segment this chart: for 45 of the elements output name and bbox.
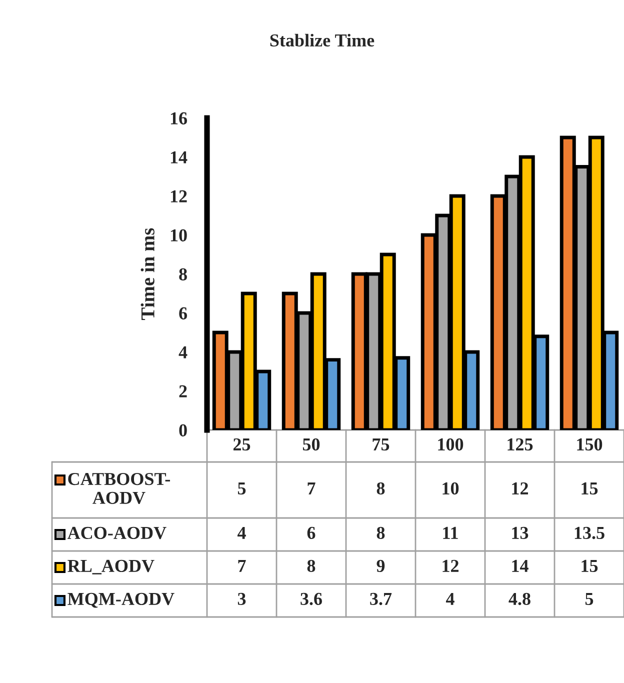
y-tick-label: 8 [179,268,187,280]
x-tick-label: 50 [302,438,320,451]
data-label: 14 [512,560,528,572]
data-label: 6 [307,526,316,540]
data-label: 11 [443,526,458,539]
y-tick-label: 6 [179,307,188,320]
y-tick-label: 12 [170,190,187,202]
data-label: 15 [582,482,598,495]
data-label: 12 [442,560,458,572]
data-label: 10 [442,482,459,495]
y-axis-title: Time in ms [140,228,154,320]
data-label: 3.6 [300,592,322,606]
x-tick-label: 125 [508,438,533,451]
legend-label: MQM-AODV [68,592,174,608]
data-label: 8 [307,560,316,572]
data-label: 8 [376,482,385,495]
y-tick-label: 0 [179,424,187,436]
data-label: 7 [308,482,316,494]
x-tick-label: 100 [438,438,464,451]
legend-label: CATBOOST-AODV [68,472,170,504]
data-label: 12 [512,482,528,494]
data-label: 5 [585,593,594,606]
data-label: 3.7 [370,592,392,606]
legend-label: RL_AODV [68,560,154,574]
x-tick-label: 25 [233,438,250,451]
x-tick-label: 75 [372,438,390,451]
data-label: 13 [512,526,528,540]
y-tick-label: 16 [170,112,188,124]
y-tick-label: 2 [179,385,187,398]
data-label: 15 [582,560,598,572]
data-label: 9 [376,560,385,572]
data-label: 4 [237,526,246,539]
data-label: 4.8 [508,592,530,606]
y-tick-label: 14 [170,151,188,164]
legend-label: ACO-AODV [67,526,166,540]
x-tick-label: 150 [577,438,602,451]
data-label: 13.5 [574,526,604,540]
y-tick-label: 10 [170,229,187,242]
y-tick-label: 4 [178,346,188,358]
data-label: 3 [238,592,246,606]
data-label: 8 [376,526,385,540]
data-label: 5 [238,482,246,495]
data-label: 7 [238,560,246,572]
chart-title: Stablize Time [270,34,374,47]
data-label: 4 [446,592,454,605]
